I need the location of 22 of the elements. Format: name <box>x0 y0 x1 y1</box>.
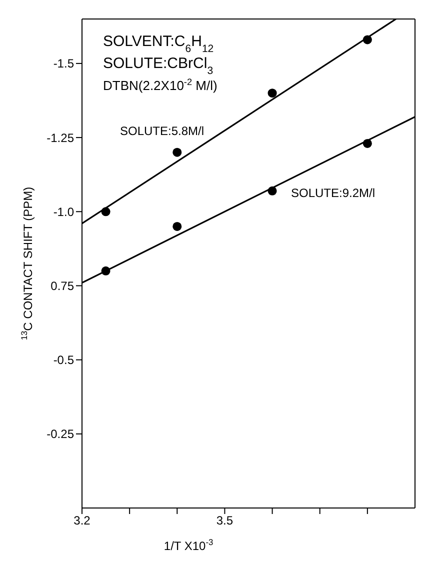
y-tick-label: 0.75 <box>50 278 74 293</box>
x-axis-title: 1/T X10$^{-3}$ <box>164 537 214 553</box>
y-tick-label: -1.0 <box>53 204 74 219</box>
y-tick-label: -0.5 <box>53 353 74 368</box>
annotation: SOLUTE:9.2M/l <box>291 186 376 200</box>
y-tick-label: -1.25 <box>46 130 74 145</box>
annotation: DTBN(2.2X10$^{-2}$ M/l) <box>103 77 218 93</box>
x-tick-label: 3.5 <box>216 514 234 528</box>
point <box>268 88 277 98</box>
x-tick-label: 3.2 <box>74 514 91 528</box>
annotation: SOLVENT:C$_{6}$H$_{12}$ <box>103 33 214 55</box>
point <box>101 266 110 276</box>
y-tick-label: -1.5 <box>53 56 74 71</box>
point <box>172 148 182 157</box>
annotation: SOLUTE:CBrCl$_{3}$ <box>103 55 214 77</box>
point <box>362 138 372 148</box>
y-tick-label: -0.25 <box>46 427 74 442</box>
point <box>362 35 372 44</box>
annotation: SOLUTE:5.8M/l <box>120 124 204 138</box>
point <box>268 186 277 196</box>
point <box>172 222 182 231</box>
point <box>101 207 110 216</box>
